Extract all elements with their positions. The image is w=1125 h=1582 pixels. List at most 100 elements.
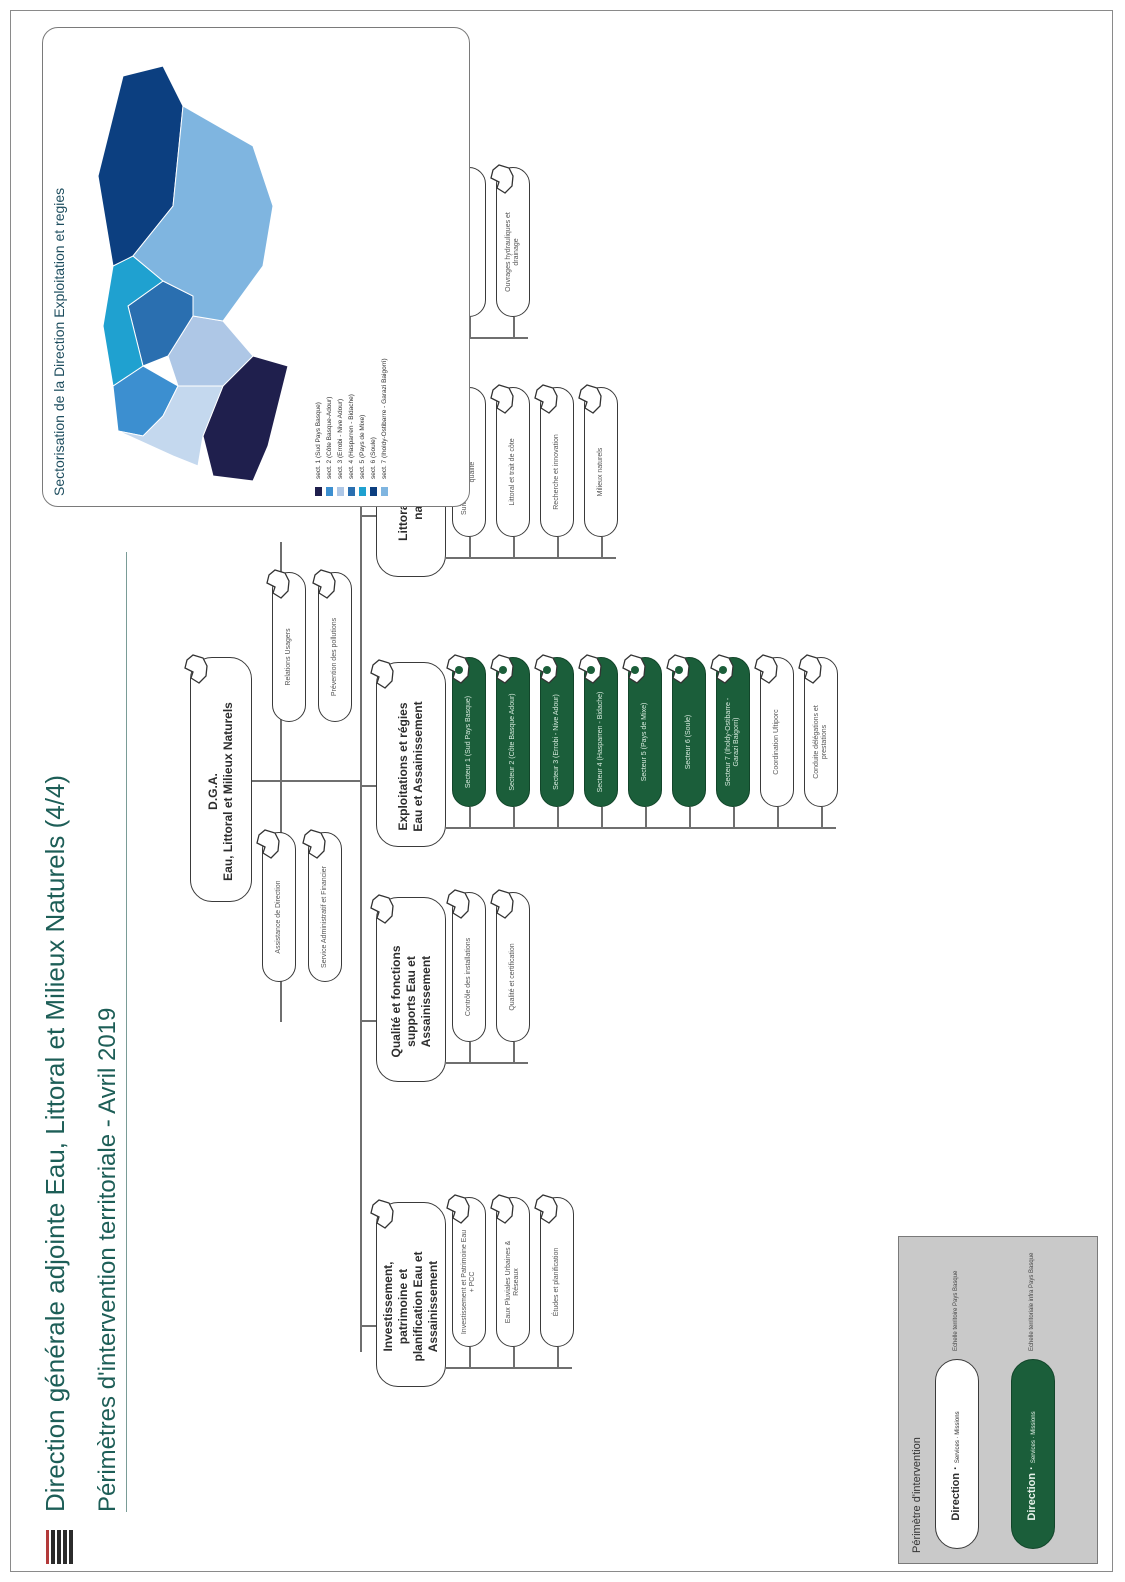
map-legend-swatch: [381, 487, 388, 496]
direction-node-3-label: Exploitations et régies Eau et Assainiss…: [396, 701, 425, 832]
direction-node-3: Exploitations et régies Eau et Assainiss…: [370, 659, 446, 847]
territory-badge-icon: [487, 887, 517, 921]
sector-node-7: Secteur 7 (Iholdy-Ostibarre - Garazi Bai…: [710, 654, 750, 807]
territory-badge-infra-icon: [663, 652, 693, 686]
map-legend-item: sect. 1 (Sud Pays Basque): [313, 358, 324, 496]
connector-line: [446, 1367, 572, 1369]
root-child-left-1-label: Assistance de Direction: [274, 880, 282, 954]
connector-line: [446, 557, 616, 559]
territory-badge-icon: [299, 827, 329, 861]
direction-4-child-4: Milieux naturels: [578, 384, 618, 537]
territory-badge-infra-icon: [443, 652, 473, 686]
connector-line: [360, 1020, 376, 1022]
legend-white-desc: Echelle territoire Pays Basque: [953, 1270, 959, 1351]
territory-badge-icon: [795, 652, 825, 686]
map-legend-swatch: [315, 487, 322, 496]
root-node-text: D.G.A. Eau, Littoral et Milieux Naturels: [206, 702, 236, 881]
connector-line: [557, 1347, 559, 1369]
direction-node-1-label: Investissement, patrimoine et planificat…: [381, 1251, 440, 1362]
direction-3-child-1-label: Coordination Ultiporc: [772, 709, 780, 775]
direction-3-child-1: Coordination Ultiporc: [754, 654, 794, 807]
logo: [46, 1530, 75, 1564]
territory-badge-icon: [367, 1197, 397, 1231]
connector-line: [645, 807, 647, 829]
map-legend-swatch: [359, 487, 366, 496]
connector-line: [469, 807, 471, 829]
direction-1-child-2-label: Eaux Pluviales Urbaines & Réseaux: [504, 1240, 520, 1324]
territory-badge-icon: [253, 827, 283, 861]
map-legend-swatch: [337, 487, 344, 496]
territory-badge-icon: [263, 567, 293, 601]
connector-line: [469, 1042, 471, 1064]
sector-map-box: Sectorisation de la Direction Exploitati…: [42, 27, 470, 507]
territory-badge-icon: [531, 1192, 561, 1226]
connector-line: [469, 537, 471, 559]
territory-badge-icon: [367, 892, 397, 926]
root-child-left-1: Assistance de Direction: [256, 829, 296, 982]
direction-1-child-1: Investissement et Patrimoine Eau + PCC: [446, 1194, 486, 1347]
territory-badge-infra-icon: [619, 652, 649, 686]
territory-badge-infra-icon: [575, 652, 605, 686]
connector-line: [821, 807, 823, 829]
territory-badge-infra-icon: [487, 652, 517, 686]
connector-line: [360, 785, 376, 787]
connector-line: [513, 537, 515, 559]
direction-4-child-4-label: Milieux naturels: [596, 447, 604, 497]
sector-node-4: Secteur 4 (Hasparren - Bidache): [578, 654, 618, 807]
legend-box: Périmètre d'intervention Direction · Ser…: [898, 1236, 1098, 1564]
sector-node-1-label: Secteur 1 (Sud Pays Basque): [464, 695, 472, 789]
root-child-left-2-label: Service Administratif et Financier: [320, 866, 328, 968]
direction-2-child-1-label: Contrôle des installations: [464, 937, 472, 1017]
connector-line: [557, 537, 559, 559]
root-node-subtitle: Eau, Littoral et Milieux Naturels: [221, 702, 235, 881]
sector-map: [97, 65, 289, 482]
connector-line: [360, 1325, 376, 1327]
sector-node-6-label: Secteur 6 (Soule): [684, 714, 692, 770]
map-legend-swatch: [348, 487, 355, 496]
legend-green-desc: Echelle territoriale infra Pays Basque: [1029, 1252, 1035, 1351]
root-node-title: D.G.A.: [206, 773, 220, 810]
root-child-right-1: Relations Usagers: [266, 569, 306, 722]
direction-1-child-1-label: Investissement et Patrimoine Eau + PCC: [460, 1229, 476, 1335]
map-legend-label: sect. 4 (Hasparren - Bidache): [348, 394, 355, 479]
connector-line: [689, 807, 691, 829]
connector-line: [513, 1042, 515, 1064]
direction-4-child-2-label: Littoral et trait de côte: [508, 438, 516, 506]
territory-badge-icon: [443, 887, 473, 921]
direction-2-child-1: Contrôle des installations: [446, 889, 486, 1042]
territory-badge-infra-icon: [707, 652, 737, 686]
direction-2-child-2-label: Qualité et certification: [508, 943, 516, 1011]
connector-line: [777, 807, 779, 829]
direction-3-child-2-label: Conduite délégations et prestations: [812, 705, 828, 779]
page-frame: [10, 10, 1113, 1572]
territory-badge-icon: [487, 162, 517, 196]
connector-line: [513, 1347, 515, 1369]
sector-node-3: Secteur 3 (Errobi - Nive Adour): [534, 654, 574, 807]
direction-1-child-2: Eaux Pluviales Urbaines & Réseaux: [490, 1194, 530, 1347]
connector-line: [469, 1347, 471, 1369]
map-legend-label: sect. 1 (Sud Pays Basque): [315, 402, 322, 479]
title-divider: [126, 552, 127, 1512]
map-title: Sectorisation de la Direction Exploitati…: [51, 187, 67, 496]
map-legend-item: sect. 3 (Errobi - Nive Adour): [335, 358, 346, 496]
territory-badge-icon: [443, 1192, 473, 1226]
sector-node-4-label: Secteur 4 (Hasparren - Bidache): [596, 691, 604, 793]
sector-map-region-coast: [117, 385, 224, 467]
legend-title: Périmètre d'intervention: [911, 1437, 923, 1553]
sector-node-2-label: Secteur 2 (Côte Basque Adour): [508, 693, 516, 791]
sector-node-5: Secteur 5 (Pays de Mixe): [622, 654, 662, 807]
direction-4-child-2: Littoral et trait de côte: [490, 384, 530, 537]
page-subtitle: Périmètres d'intervention territoriale -…: [94, 1007, 121, 1512]
sector-node-1: Secteur 1 (Sud Pays Basque): [446, 654, 486, 807]
direction-1-child-3-label: Études et planification: [552, 1247, 560, 1317]
page-title: Direction générale adjointe Eau, Littora…: [40, 774, 70, 1512]
connector-line: [252, 780, 360, 782]
map-legend-swatch: [326, 487, 333, 496]
map-legend-label: sect. 5 (Pays de Mixe): [359, 414, 366, 479]
direction-node-1: Investissement, patrimoine et planificat…: [370, 1199, 446, 1387]
map-legend: sect. 1 (Sud Pays Basque) sect. 2 (Côte B…: [313, 358, 390, 496]
legend-green-node: Direction · Services · Missions: [1011, 1359, 1055, 1549]
root-node: D.G.A. Eau, Littoral et Milieux Naturels: [184, 654, 252, 902]
sector-node-3-label: Secteur 3 (Errobi - Nive Adour): [552, 694, 560, 790]
territory-badge-infra-icon: [531, 652, 561, 686]
